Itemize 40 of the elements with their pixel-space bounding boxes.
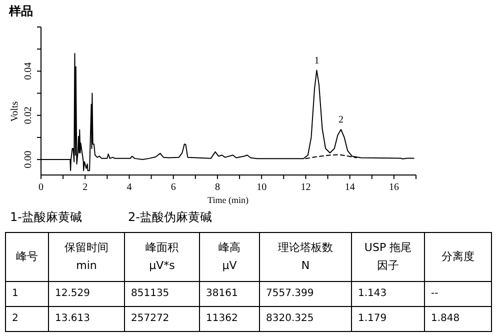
y-tick-label: 0.02 [23, 106, 34, 124]
text: 7557.399 [266, 287, 315, 301]
x-tick-label: 4 [126, 182, 132, 193]
text: 257272 [131, 312, 170, 326]
text: USP 拖尾因子 [363, 240, 413, 274]
text: 2-盐酸伪麻黄碱 [128, 209, 212, 226]
text: 峰面积 μV*s [144, 240, 180, 274]
text: -- [431, 287, 440, 301]
text: 2 [12, 312, 20, 326]
text: 38161 [206, 287, 239, 301]
x-tick-label: 6 [170, 182, 176, 193]
text: 8320.325 [266, 312, 315, 326]
text: 峰高 μV [218, 240, 242, 274]
text: 1.848 [431, 312, 461, 326]
annotation: 2 [338, 114, 344, 126]
text: 13.613 [55, 312, 91, 326]
text: 1.179 [358, 312, 388, 326]
x-axis-title: Time (min) [206, 195, 250, 205]
y-tick-label: 0.00 [23, 150, 34, 168]
x-tick-label: 2 [82, 182, 88, 193]
text: 11362 [206, 312, 239, 326]
x-tick-label: 12 [300, 182, 311, 193]
x-tick-label: 16 [388, 182, 399, 193]
x-tick-label: 8 [214, 182, 220, 193]
text: 保留时间 min [64, 240, 110, 274]
x-tick-label: 14 [344, 182, 355, 193]
x-tick-label: 10 [256, 182, 267, 193]
text: 分离度 [440, 249, 476, 265]
x-tick-label: 0 [38, 182, 44, 193]
text: 理论塔板数 N [277, 240, 334, 274]
y-tick-label: 0.04 [23, 62, 34, 80]
text: 峰号 [15, 249, 39, 265]
text: 1 [12, 287, 20, 301]
text: 12.529 [55, 287, 91, 301]
text: 1-盐酸麻黄碱 [10, 209, 82, 226]
text: 851135 [131, 287, 170, 301]
chart-title: 样品 [9, 3, 33, 20]
text: 1.143 [358, 287, 388, 301]
y-axis-title: Volts [10, 100, 20, 124]
annotation: 1 [314, 55, 320, 66]
